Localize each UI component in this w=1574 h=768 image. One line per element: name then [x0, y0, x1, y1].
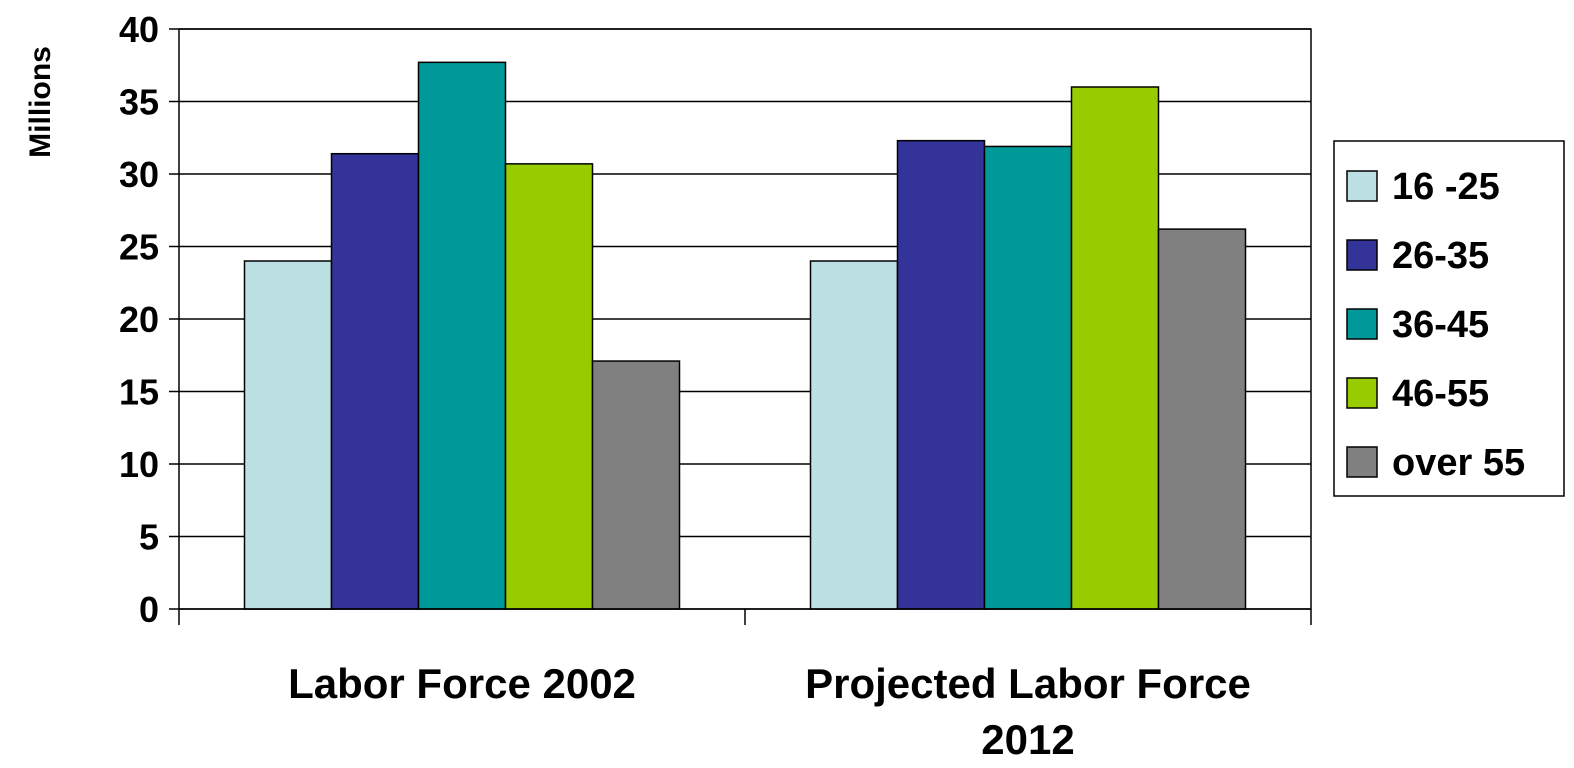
category-labels: Labor Force 2002 Projected Labor Force 201…: [288, 660, 1251, 763]
legend-swatch: [1346, 239, 1378, 271]
y-tick-label: 5: [139, 517, 159, 558]
y-tick-label: 0: [139, 589, 159, 630]
legend-entry: 16 -25: [1392, 166, 1500, 208]
y-tick-label: 15: [119, 372, 159, 413]
y-tick-labels: 0 5 10 15 20 25 30 35 40: [119, 9, 159, 630]
legend-swatch: [1346, 446, 1378, 478]
bar-36-45-0: [417, 61, 507, 610]
y-tick-label: 30: [119, 154, 159, 195]
bar-over55-0: [591, 360, 681, 610]
bar-over55-1: [1157, 228, 1247, 610]
bar-46-55-1: [1070, 86, 1160, 610]
axes: [169, 28, 1312, 625]
bar-36-45-1: [983, 145, 1073, 610]
legend-swatch: [1346, 170, 1378, 202]
legend-swatch: [1346, 377, 1378, 409]
category-label: Labor Force 2002: [288, 660, 636, 707]
legend-entry: 46-55: [1392, 373, 1489, 415]
y-tick-label: 10: [119, 444, 159, 485]
bar-26-35-1: [896, 139, 986, 610]
legend-entry: 36-45: [1392, 304, 1489, 346]
category-label: Projected Labor Force: [805, 660, 1251, 707]
legend-swatch: [1346, 308, 1378, 340]
y-tick-label: 35: [119, 82, 159, 123]
legend: 16 -25 26-35 36-45 46-55 over 55: [1333, 140, 1565, 497]
bar-26-35-0: [330, 152, 420, 610]
category-label: 2012: [981, 716, 1074, 763]
y-axis-label: Millions: [24, 46, 57, 158]
y-tick-label: 25: [119, 227, 159, 268]
y-tick-label: 40: [119, 9, 159, 50]
bars: [243, 61, 1247, 610]
y-tick-label: 20: [119, 299, 159, 340]
legend-entry: over 55: [1392, 442, 1525, 484]
legend-entry: 26-35: [1392, 235, 1489, 277]
bar-46-55-0: [504, 163, 594, 610]
bar-16-25-1: [809, 260, 899, 610]
bar-16-25-0: [243, 260, 333, 610]
